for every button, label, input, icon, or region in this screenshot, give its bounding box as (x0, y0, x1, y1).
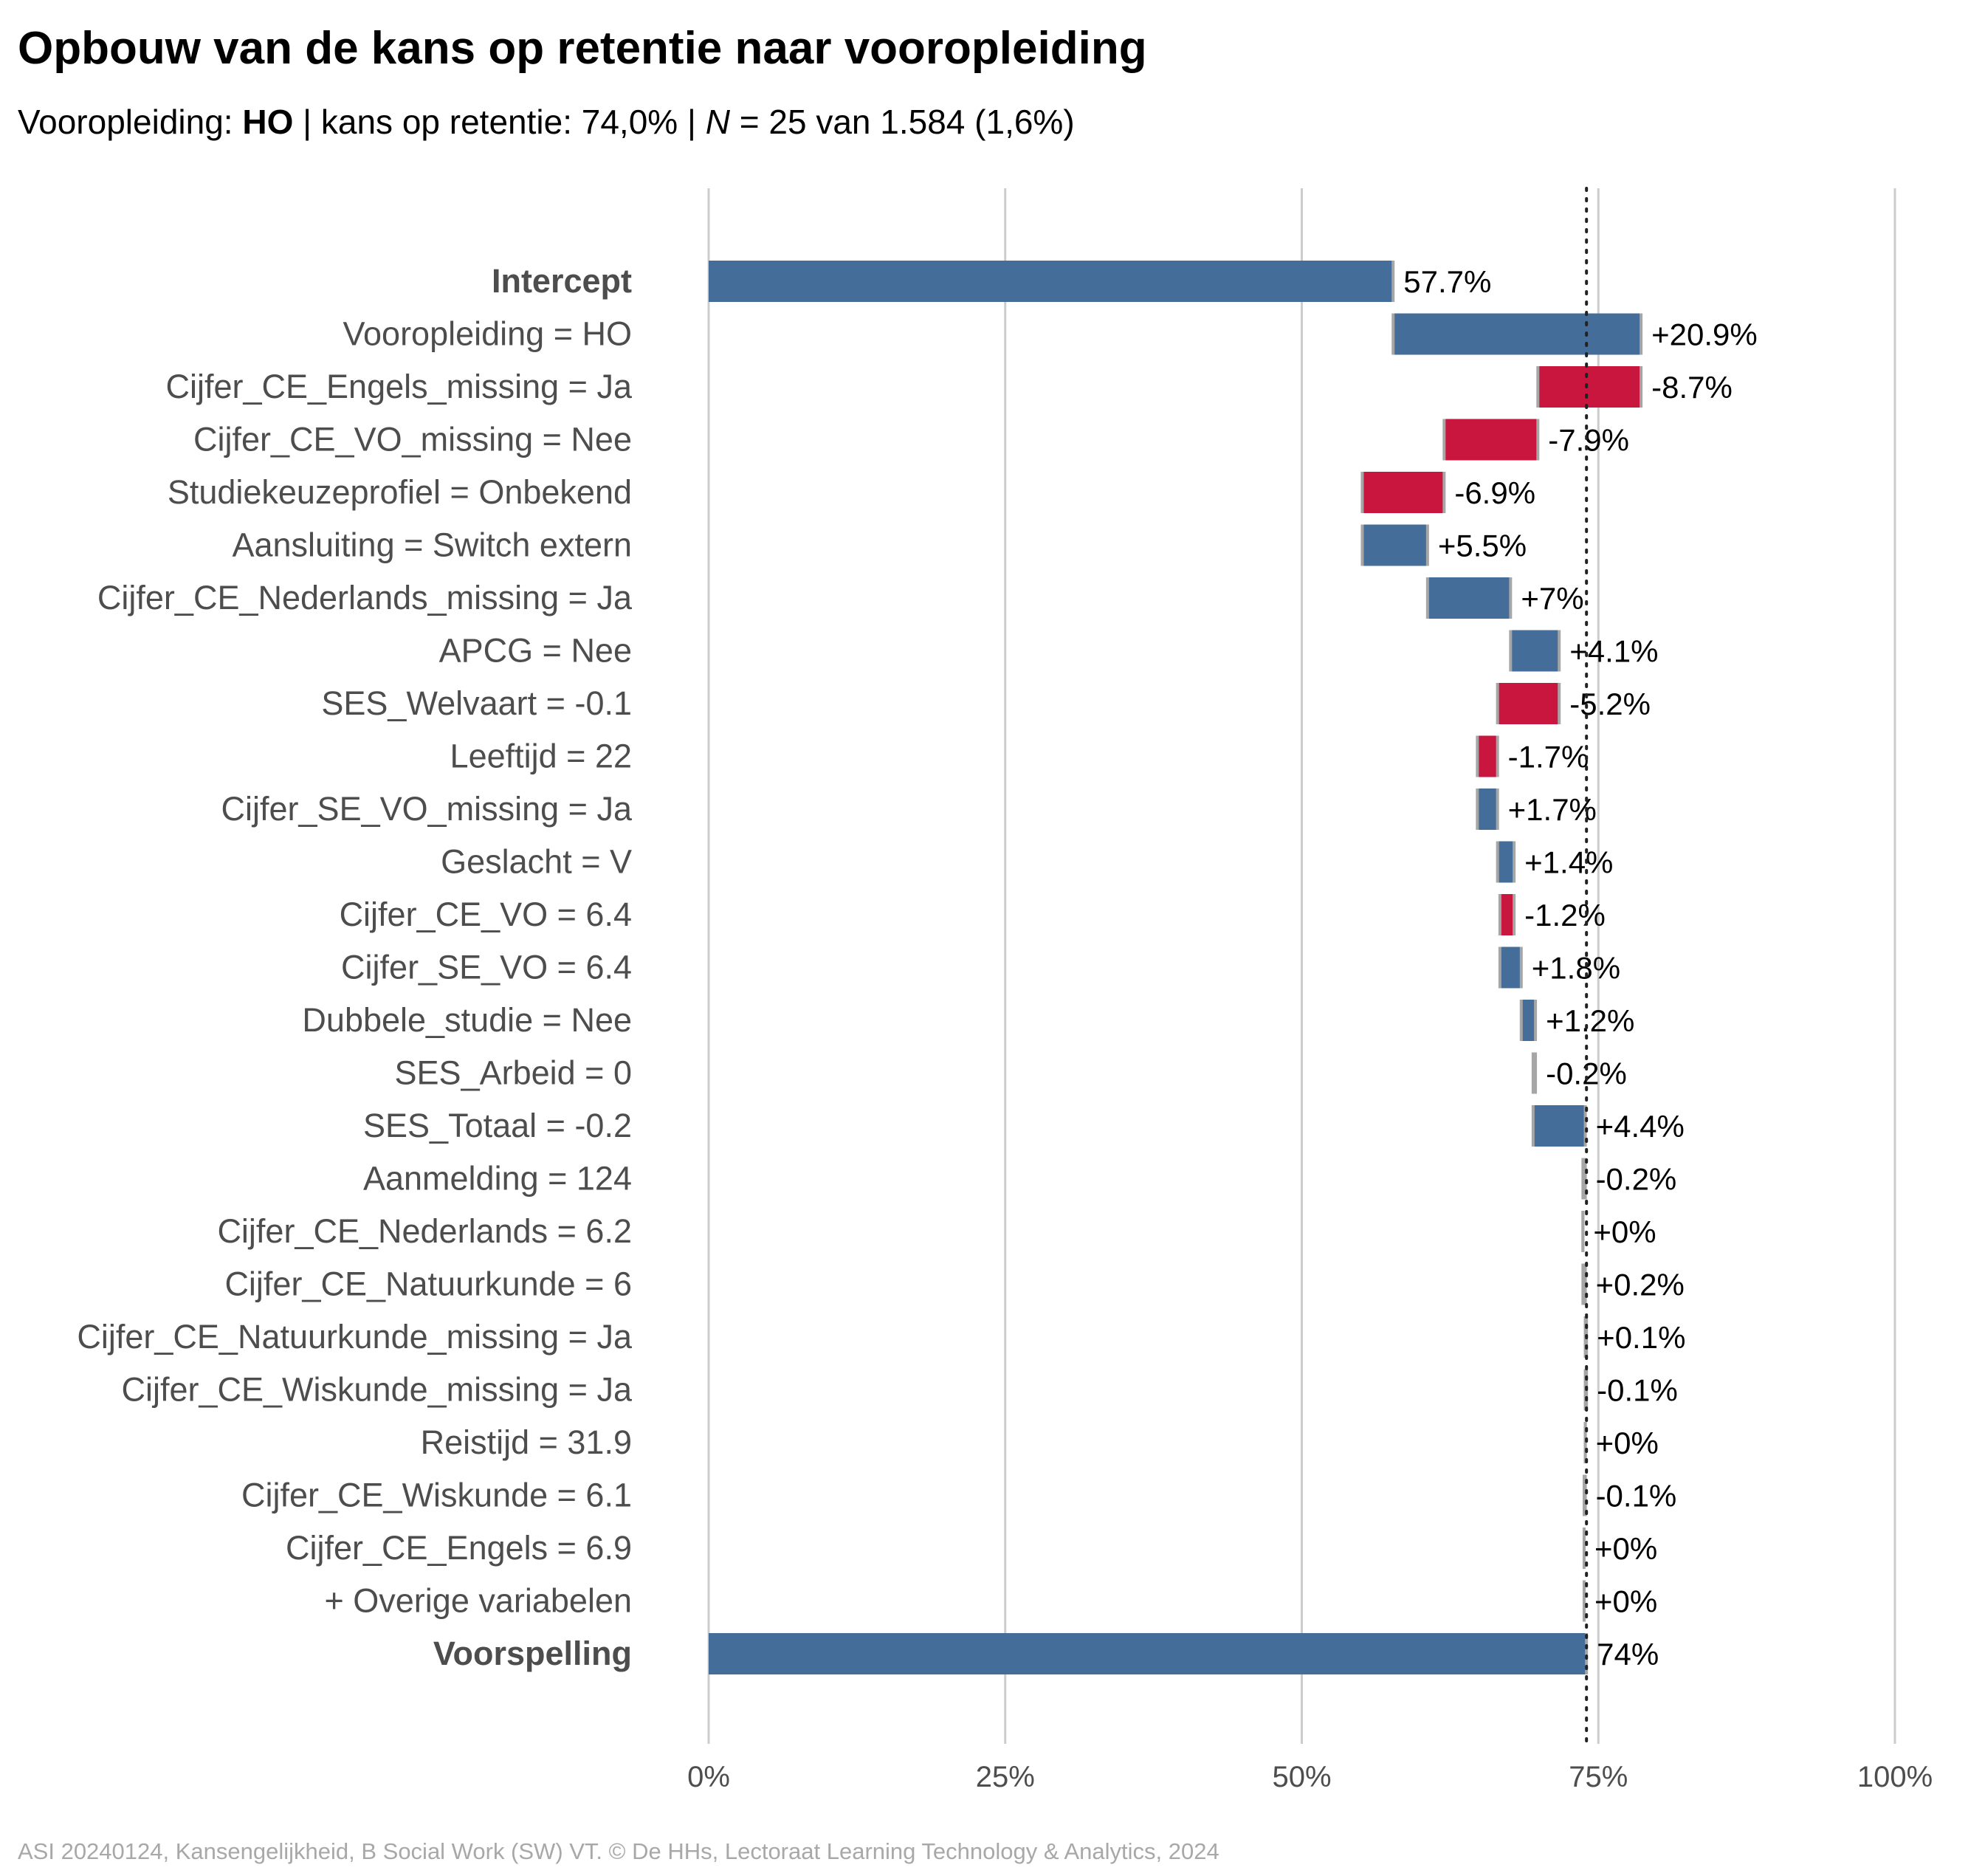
waterfall-bar (1477, 735, 1498, 777)
category-label: Cijfer_SE_VO = 6.4 (341, 949, 632, 986)
value-label: -1.2% (1524, 898, 1606, 932)
value-label: +1.7% (1508, 792, 1597, 827)
waterfall-bar (1477, 788, 1498, 830)
subtitle-rate: 74,0% (581, 103, 678, 141)
value-label: -0.1% (1596, 1479, 1677, 1513)
subtitle-group: HO (242, 103, 294, 141)
value-label: +0% (1593, 1214, 1656, 1249)
category-label: Aanmelding = 124 (363, 1160, 632, 1198)
waterfall-bar (1497, 841, 1515, 883)
waterfall-bar (1444, 419, 1538, 461)
x-tick-label: 0% (687, 1761, 730, 1793)
subtitle-label: Vooropleiding: (18, 103, 243, 141)
value-label: +7% (1521, 581, 1583, 616)
value-label: +1.2% (1546, 1003, 1634, 1038)
waterfall-bar (1499, 894, 1515, 935)
value-label: 57.7% (1403, 264, 1491, 299)
value-label: +20.9% (1651, 317, 1758, 352)
waterfall-bar (1497, 683, 1560, 724)
value-label: +0% (1596, 1426, 1659, 1460)
value-label: -5.2% (1569, 687, 1651, 721)
category-label: SES_Arbeid = 0 (395, 1054, 632, 1092)
category-label: Cijfer_CE_Wiskunde = 6.1 (241, 1477, 632, 1514)
subtitle-separator: | kans op retentie: (293, 103, 582, 141)
x-tick-label: 100% (1857, 1761, 1933, 1793)
category-label: Dubbele_studie = Nee (302, 1001, 632, 1039)
chart-title: Opbouw van de kans op retentie naar voor… (18, 23, 1147, 74)
category-label: Cijfer_CE_VO = 6.4 (340, 896, 632, 933)
category-label: + Overige variabelen (325, 1582, 633, 1620)
value-label: +1.4% (1524, 845, 1613, 880)
x-tick-label: 25% (976, 1761, 1035, 1793)
waterfall-bar (1532, 1105, 1586, 1147)
value-label: -7.9% (1548, 423, 1629, 458)
value-label: +0% (1594, 1584, 1657, 1619)
value-label: -0.2% (1546, 1056, 1627, 1091)
waterfall-bar (1499, 946, 1521, 989)
value-label: +0% (1594, 1531, 1657, 1566)
waterfall-bar (1427, 577, 1511, 619)
chart-subtitle: Vooropleiding: HO | kans op retentie: 74… (18, 102, 1075, 142)
category-label: Cijfer_CE_Wiskunde_missing = Ja (121, 1371, 632, 1409)
value-label: -6.9% (1454, 475, 1535, 510)
value-label: -1.7% (1508, 740, 1589, 774)
category-label: SES_Welvaart = -0.1 (321, 684, 632, 722)
category-label: Cijfer_CE_Nederlands = 6.2 (217, 1212, 632, 1250)
category-label: Reistijd = 31.9 (421, 1423, 632, 1461)
value-label: -0.2% (1596, 1162, 1677, 1197)
category-label: Cijfer_CE_VO_missing = Nee (193, 421, 632, 458)
total-bar (709, 1633, 1587, 1674)
subtitle-separator: | (678, 103, 706, 141)
value-label: +4.1% (1569, 634, 1658, 669)
waterfall-bar (1362, 524, 1428, 566)
subtitle-n-text: = 25 van 1.584 (1,6%) (729, 103, 1075, 141)
value-label: +0.1% (1597, 1320, 1685, 1355)
value-label: +0.2% (1596, 1268, 1685, 1302)
category-label: Leeftijd = 22 (450, 738, 632, 775)
category-label: Voorspelling (433, 1635, 632, 1672)
value-label: 74% (1597, 1637, 1659, 1671)
source-caption: ASI 20240124, Kansengelijkheid, B Social… (18, 1838, 1219, 1864)
waterfall-bar (1362, 472, 1445, 513)
value-label: +1.8% (1532, 951, 1620, 986)
waterfall-bar (1521, 1000, 1536, 1041)
x-tick-label: 75% (1569, 1761, 1628, 1793)
value-label: +4.4% (1596, 1109, 1685, 1144)
total-bar (709, 261, 1394, 302)
x-tick-label: 50% (1272, 1761, 1331, 1793)
category-label: Geslacht = V (441, 843, 632, 881)
category-label: Intercept (492, 262, 632, 300)
waterfall-bar (1510, 630, 1560, 672)
category-label: Cijfer_CE_Engels_missing = Ja (165, 368, 633, 405)
category-label: Studiekeuzeprofiel = Onbekend (168, 473, 632, 511)
subtitle-n-symbol: N (705, 103, 730, 141)
category-label: Cijfer_CE_Natuurkunde = 6 (224, 1265, 632, 1303)
category-label: APCG = Nee (439, 632, 632, 670)
category-label: Cijfer_CE_Engels = 6.9 (286, 1529, 632, 1567)
category-label: Cijfer_CE_Natuurkunde_missing = Ja (77, 1318, 633, 1356)
category-label: Vooropleiding = HO (343, 315, 632, 353)
value-label: -0.1% (1597, 1373, 1678, 1408)
waterfall-bar (1393, 313, 1642, 355)
category-label: SES_Totaal = -0.2 (363, 1107, 632, 1144)
waterfall-bar (1538, 366, 1642, 408)
value-label: +5.5% (1438, 529, 1527, 563)
category-label: Cijfer_CE_Nederlands_missing = Ja (97, 579, 633, 616)
category-label: Aansluiting = Switch extern (232, 526, 632, 564)
value-label: -8.7% (1651, 370, 1733, 405)
category-label: Cijfer_SE_VO_missing = Ja (221, 790, 633, 828)
